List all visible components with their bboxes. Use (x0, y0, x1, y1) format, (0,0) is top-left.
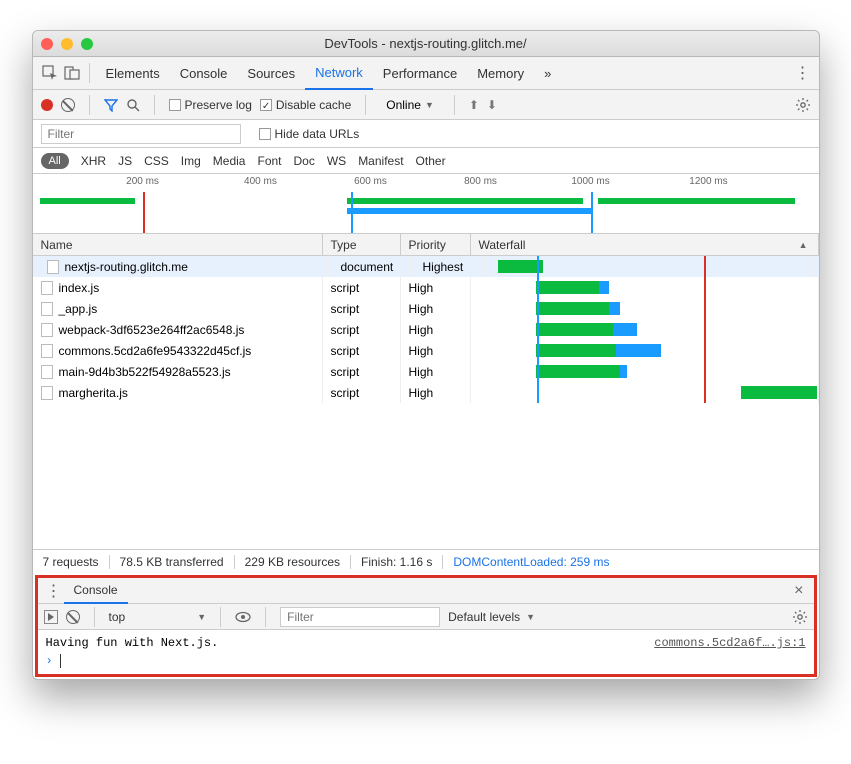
status-requests: 7 requests (43, 555, 99, 569)
type-js[interactable]: JS (118, 154, 132, 168)
download-icon[interactable]: ⬇ (487, 98, 497, 112)
request-name: margherita.js (59, 386, 128, 400)
table-row[interactable]: _app.jsscriptHigh (33, 298, 819, 319)
status-resources: 229 KB resources (245, 555, 340, 569)
hide-data-urls-checkbox[interactable]: Hide data URLs (259, 127, 360, 141)
filter-toggle-icon[interactable] (104, 98, 118, 112)
table-row[interactable]: main-9d4b3b522f54928a5523.jsscriptHigh (33, 361, 819, 382)
titlebar: DevTools - nextjs-routing.glitch.me/ (33, 31, 819, 57)
device-icon[interactable] (61, 62, 83, 84)
timeline-overview[interactable]: 200 ms400 ms600 ms800 ms1000 ms1200 ms (33, 174, 819, 234)
table-header: Name Type Priority Waterfall▲ (33, 234, 819, 256)
table-row[interactable]: commons.5cd2a6fe9543322d45cf.jsscriptHig… (33, 340, 819, 361)
settings-icon[interactable] (795, 97, 811, 113)
levels-select[interactable]: Default levels ▼ (448, 610, 535, 624)
preserve-log-checkbox[interactable]: Preserve log (169, 98, 252, 112)
execute-icon[interactable] (44, 610, 58, 624)
tab-sources[interactable]: Sources (237, 57, 305, 90)
console-settings-icon[interactable] (792, 609, 808, 625)
type-manifest[interactable]: Manifest (358, 154, 403, 168)
chevron-down-icon: ▼ (526, 612, 535, 622)
type-media[interactable]: Media (213, 154, 246, 168)
col-type[interactable]: Type (323, 234, 401, 255)
request-name: nextjs-routing.glitch.me (65, 260, 188, 274)
type-img[interactable]: Img (181, 154, 201, 168)
window-title: DevTools - nextjs-routing.glitch.me/ (33, 36, 819, 51)
console-prompt[interactable]: › (46, 652, 806, 670)
console-body: Having fun with Next.js. commons.5cd2a6f… (38, 630, 814, 674)
status-transferred: 78.5 KB transferred (120, 555, 224, 569)
request-name: webpack-3df6523e264ff2ac6548.js (59, 323, 245, 337)
requests-table: Name Type Priority Waterfall▲ nextjs-rou… (33, 234, 819, 549)
file-icon (41, 323, 53, 337)
file-icon (41, 386, 53, 400)
search-icon[interactable] (126, 98, 140, 112)
context-select[interactable]: top ▼ (109, 610, 207, 624)
type-doc[interactable]: Doc (294, 154, 315, 168)
type-font[interactable]: Font (257, 154, 281, 168)
request-name: _app.js (59, 302, 98, 316)
menu-icon[interactable]: ⋮ (793, 63, 813, 83)
file-icon (41, 302, 53, 316)
type-xhr[interactable]: XHR (81, 154, 106, 168)
console-menu-icon[interactable]: ⋮ (44, 581, 64, 601)
throttling-select[interactable]: Online ▼ (380, 94, 440, 116)
status-finish: Finish: 1.16 s (361, 555, 432, 569)
type-ws[interactable]: WS (327, 154, 346, 168)
file-icon (41, 344, 53, 358)
disable-cache-checkbox[interactable]: Disable cache (260, 98, 351, 112)
table-row[interactable]: margherita.jsscriptHigh (33, 382, 819, 403)
status-dcl: DOMContentLoaded: 259 ms (453, 555, 609, 569)
console-message: Having fun with Next.js. commons.5cd2a6f… (46, 634, 806, 652)
console-source-link[interactable]: commons.5cd2a6f….js:1 (654, 636, 805, 650)
inspect-icon[interactable] (39, 62, 61, 84)
table-row[interactable]: nextjs-routing.glitch.medocumentHighest (33, 256, 819, 277)
tab-memory[interactable]: Memory (467, 57, 534, 90)
type-all[interactable]: All (41, 153, 69, 169)
console-header: ⋮ Console × (38, 578, 814, 604)
chevron-down-icon: ▼ (197, 612, 206, 622)
status-bar: 7 requests 78.5 KB transferred 229 KB re… (33, 549, 819, 573)
chevron-down-icon: ▼ (425, 100, 434, 110)
request-name: commons.5cd2a6fe9543322d45cf.js (59, 344, 252, 358)
request-name: index.js (59, 281, 100, 295)
tab-performance[interactable]: Performance (373, 57, 467, 90)
clear-icon[interactable] (61, 98, 75, 112)
main-tabstrip: ElementsConsoleSourcesNetworkPerformance… (33, 57, 819, 90)
network-toolbar: Preserve log Disable cache Online ▼ ⬆ ⬇ (33, 90, 819, 120)
type-filter-bar: All XHR JS CSS Img Media Font Doc WS Manifest Oth… (33, 148, 819, 174)
filter-input[interactable] (41, 124, 241, 144)
type-other[interactable]: Other (416, 154, 446, 168)
clear-console-icon[interactable] (66, 610, 80, 624)
file-icon (41, 281, 53, 295)
sort-indicator-icon: ▲ (799, 240, 808, 250)
console-filter-input[interactable] (280, 607, 440, 627)
col-priority[interactable]: Priority (401, 234, 471, 255)
console-tab[interactable]: Console (64, 578, 128, 604)
upload-icon[interactable]: ⬆ (469, 98, 479, 112)
type-css[interactable]: CSS (144, 154, 169, 168)
record-button[interactable] (41, 99, 53, 111)
col-name[interactable]: Name (33, 234, 323, 255)
filter-bar: Hide data URLs (33, 120, 819, 148)
close-icon[interactable]: × (794, 582, 807, 600)
tab-console[interactable]: Console (170, 57, 238, 90)
devtools-window: DevTools - nextjs-routing.glitch.me/ Ele… (32, 30, 820, 680)
file-icon (41, 365, 53, 379)
request-name: main-9d4b3b522f54928a5523.js (59, 365, 231, 379)
file-icon (47, 260, 59, 274)
table-row[interactable]: webpack-3df6523e264ff2ac6548.jsscriptHig… (33, 319, 819, 340)
live-expression-icon[interactable] (235, 611, 251, 623)
table-row[interactable]: index.jsscriptHigh (33, 277, 819, 298)
tabs-overflow[interactable]: » (534, 57, 561, 90)
console-toolbar: top ▼ Default levels ▼ (38, 604, 814, 630)
tab-elements[interactable]: Elements (96, 57, 170, 90)
separator (89, 63, 90, 83)
console-drawer: ⋮ Console × top ▼ Default levels ▼ (35, 575, 817, 677)
col-waterfall[interactable]: Waterfall▲ (471, 234, 819, 255)
tab-network[interactable]: Network (305, 57, 373, 90)
